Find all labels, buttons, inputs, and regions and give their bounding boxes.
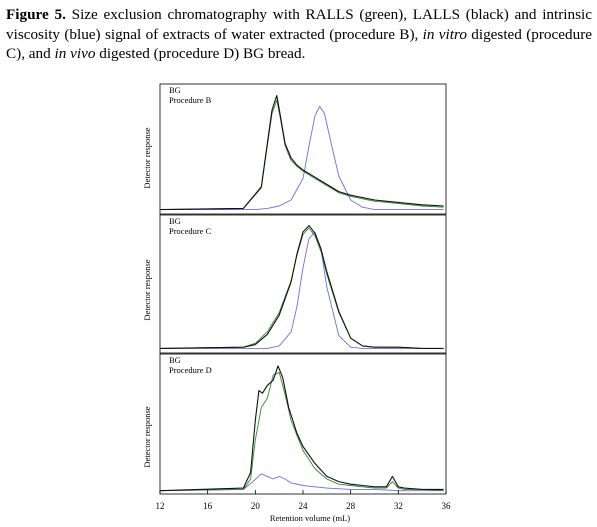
x-tick-label: 20	[251, 501, 261, 511]
panel-label: BG	[169, 355, 181, 365]
series-line-intrinsic-viscosity	[160, 105, 444, 211]
series-line-lalls	[159, 225, 444, 349]
series-line-ralls	[159, 227, 444, 349]
y-axis-label: Detector response	[142, 259, 152, 320]
caption-part-italic: in vivo	[54, 45, 96, 62]
x-tick-label: 24	[299, 501, 309, 511]
series-line-intrinsic-viscosity	[159, 473, 444, 492]
figure-caption: Figure 5. Size exclusion chromatography …	[6, 5, 592, 64]
caption-part: digested (procedure C), and	[6, 25, 592, 63]
panel-frame	[159, 83, 447, 215]
caption-part: digested (procedure D) BG bread.	[95, 45, 306, 62]
x-tick-label: 28	[346, 501, 356, 511]
panel-label: BG	[169, 85, 181, 95]
x-tick-label: 12	[156, 501, 165, 511]
panel-label: Procedure B	[169, 95, 212, 105]
x-tick-label: 32	[394, 501, 403, 511]
series-line-intrinsic-viscosity	[160, 231, 444, 349]
panel-frame	[159, 353, 447, 495]
x-tick-label: 16	[203, 501, 213, 511]
figure-label: Figure 5.	[6, 6, 66, 23]
caption-part-italic: in vitro	[422, 25, 467, 43]
panel-label: Procedure C	[169, 226, 212, 236]
panel-label: BG	[169, 216, 181, 226]
series-line-lalls	[159, 365, 444, 492]
x-axis-label: Retention volume (mL)	[270, 513, 350, 523]
y-axis-label: Detector response	[142, 406, 152, 467]
y-axis-label: Detector response	[142, 127, 152, 188]
series-line-ralls	[159, 99, 444, 211]
series-line-lalls	[159, 95, 444, 211]
series-line-ralls	[159, 371, 444, 492]
caption-part: Size exclusion chromatography with RALLS…	[6, 6, 592, 43]
panel-frame	[159, 214, 447, 354]
panel-label: Procedure D	[169, 365, 212, 375]
x-tick-label: 36	[442, 501, 452, 511]
